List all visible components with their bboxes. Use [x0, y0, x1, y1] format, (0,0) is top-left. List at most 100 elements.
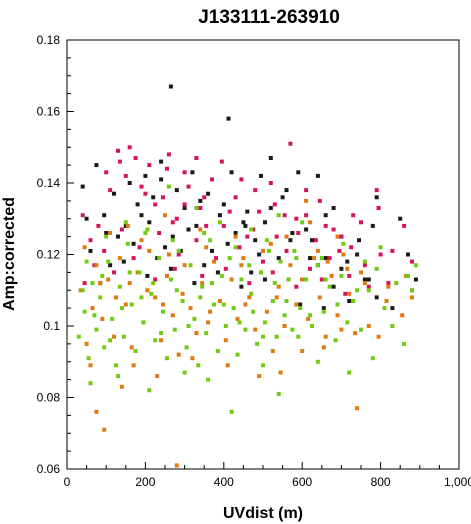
data-point	[355, 288, 360, 293]
plot-frame	[66, 39, 460, 470]
data-point	[186, 324, 191, 328]
data-point	[202, 263, 207, 268]
data-point	[294, 256, 299, 261]
data-point	[237, 320, 242, 325]
data-point	[286, 277, 291, 282]
data-point	[176, 252, 181, 257]
data-point	[374, 295, 379, 300]
data-point	[410, 288, 414, 293]
data-point	[290, 231, 295, 235]
data-point	[282, 213, 287, 218]
data-point	[165, 356, 169, 361]
data-point	[116, 148, 120, 153]
data-point	[249, 270, 254, 275]
data-point	[266, 248, 271, 253]
data-point	[384, 299, 389, 303]
data-point	[98, 281, 103, 286]
data-point	[263, 277, 267, 282]
data-point	[217, 220, 222, 225]
data-point	[359, 270, 363, 275]
data-point	[192, 316, 197, 321]
data-point	[121, 259, 126, 264]
data-point	[190, 356, 195, 361]
data-point	[343, 291, 348, 296]
data-point	[319, 256, 324, 261]
data-point	[272, 202, 277, 207]
data-point	[198, 206, 203, 210]
data-point	[249, 227, 254, 232]
data-point	[247, 281, 252, 286]
data-point	[263, 220, 267, 225]
data-point	[108, 263, 113, 268]
data-point	[264, 238, 269, 243]
data-point	[112, 191, 116, 196]
data-point	[119, 306, 124, 311]
data-point	[239, 177, 244, 182]
data-point	[345, 320, 350, 325]
x-axis: 0 200 400 600 800 1,000	[64, 462, 471, 489]
data-point	[366, 277, 371, 282]
data-point	[378, 245, 383, 250]
data-point	[341, 241, 346, 246]
data-point	[300, 220, 305, 225]
x-tick-label: 600	[292, 475, 312, 489]
x-tick-label: 0	[64, 475, 71, 489]
data-point	[243, 327, 248, 332]
data-point	[304, 277, 309, 282]
data-point	[106, 277, 111, 282]
data-point	[270, 349, 275, 353]
data-point	[288, 238, 293, 243]
data-point	[315, 263, 320, 268]
data-point	[182, 206, 187, 210]
data-point	[184, 345, 189, 350]
data-point	[102, 248, 107, 253]
data-point	[274, 295, 279, 300]
data-point	[161, 309, 165, 314]
data-point	[168, 84, 173, 89]
data-point	[129, 302, 134, 307]
data-point	[243, 223, 248, 228]
data-point	[304, 213, 309, 218]
data-point	[223, 324, 228, 328]
data-point	[147, 163, 152, 168]
data-point	[153, 277, 158, 282]
data-point	[323, 277, 328, 282]
data-point	[186, 227, 191, 232]
data-point	[347, 273, 352, 278]
data-point	[157, 231, 162, 235]
data-point	[263, 320, 267, 325]
data-point	[321, 345, 326, 350]
data-point	[157, 256, 162, 261]
data-point	[335, 234, 340, 239]
data-point	[221, 223, 226, 228]
data-point	[229, 170, 234, 175]
data-point	[229, 277, 234, 282]
data-point	[239, 277, 244, 282]
x-tick-label: 400	[214, 475, 234, 489]
data-point	[145, 288, 150, 293]
data-point	[345, 266, 350, 271]
data-point	[347, 291, 352, 296]
y-axis: 0.06 0.08 0.1 0.12 0.14 0.16 0.18	[37, 33, 74, 476]
data-point	[208, 238, 213, 243]
data-point	[292, 248, 297, 253]
data-point	[274, 334, 279, 339]
data-point	[284, 248, 289, 253]
data-point	[245, 209, 250, 214]
data-point	[96, 223, 101, 228]
data-point	[186, 184, 191, 189]
data-point	[125, 223, 130, 228]
data-point	[159, 338, 164, 343]
data-point	[239, 284, 244, 289]
data-point	[208, 309, 213, 314]
data-point	[84, 259, 89, 264]
data-point	[145, 273, 150, 278]
data-point	[227, 256, 232, 261]
data-point	[204, 331, 209, 336]
series-3	[78, 198, 414, 468]
data-point	[127, 145, 132, 150]
data-point	[88, 238, 93, 243]
data-point	[400, 313, 405, 318]
